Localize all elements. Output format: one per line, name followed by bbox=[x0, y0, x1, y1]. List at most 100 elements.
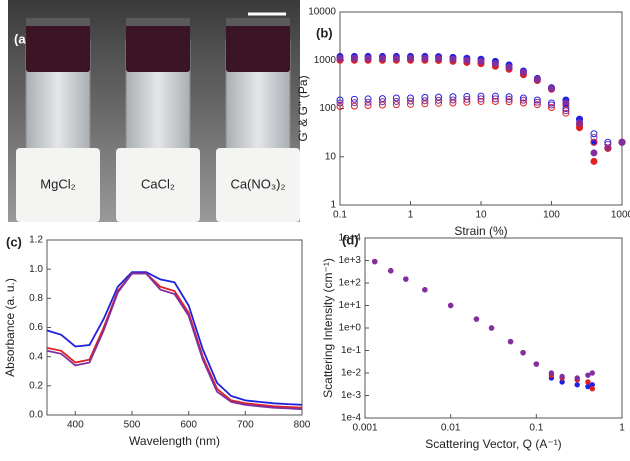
x-tick-label: 0.01 bbox=[441, 423, 461, 434]
data-point bbox=[589, 386, 595, 392]
x-tick-label: 0.1 bbox=[529, 423, 543, 434]
data-point bbox=[491, 60, 499, 68]
x-tick-label: 400 bbox=[67, 420, 84, 431]
data-point bbox=[562, 107, 570, 115]
data-point bbox=[491, 95, 499, 103]
data-point bbox=[473, 316, 480, 322]
data-point bbox=[378, 54, 386, 62]
data-point bbox=[447, 302, 454, 309]
spectrum-line bbox=[46, 271, 303, 406]
y-tick-label: 1e+2 bbox=[338, 278, 361, 289]
data-point bbox=[507, 338, 514, 345]
data-point bbox=[491, 97, 499, 105]
spectrum-line bbox=[46, 272, 303, 411]
y-tick-label: 1000 bbox=[314, 55, 337, 66]
y-tick-label: 1e+1 bbox=[338, 300, 361, 311]
data-point bbox=[463, 98, 471, 106]
plot-frame bbox=[46, 239, 303, 416]
panel-label: (d) bbox=[342, 232, 359, 247]
data-point bbox=[576, 119, 584, 127]
y-tick-label: 1.0 bbox=[29, 264, 43, 275]
x-tick-label: 0.1 bbox=[333, 210, 347, 221]
data-point bbox=[559, 373, 565, 380]
data-point bbox=[463, 95, 471, 103]
data-point bbox=[589, 370, 595, 376]
data-point bbox=[403, 276, 409, 282]
data-point bbox=[590, 138, 598, 146]
data-point bbox=[519, 99, 527, 107]
data-point bbox=[449, 99, 457, 107]
y-tick-label: 1 bbox=[330, 200, 336, 211]
data-point bbox=[350, 95, 358, 103]
x-tick-label: 1000 bbox=[611, 210, 630, 221]
data-point bbox=[407, 100, 414, 108]
data-point bbox=[388, 268, 394, 274]
vial-base bbox=[216, 148, 300, 222]
vial-rim bbox=[126, 18, 190, 26]
y-tick-label: 1e-2 bbox=[341, 368, 361, 379]
data-point bbox=[392, 54, 400, 62]
data-point bbox=[519, 94, 527, 102]
data-point bbox=[364, 98, 372, 106]
data-point bbox=[364, 54, 372, 62]
y-tick-label: 1e+3 bbox=[338, 255, 361, 266]
data-point bbox=[548, 103, 555, 111]
data-point bbox=[590, 134, 598, 142]
x-axis-title: Scattering Vector, Q (A⁻¹) bbox=[425, 437, 561, 451]
data-point bbox=[364, 102, 372, 110]
vial-gel bbox=[26, 22, 90, 72]
x-tick-label: 600 bbox=[180, 420, 197, 431]
data-point bbox=[378, 98, 386, 106]
y-tick-label: 10000 bbox=[308, 7, 336, 18]
y-tick-label: 1.2 bbox=[29, 235, 43, 246]
data-point bbox=[548, 101, 555, 109]
data-point bbox=[519, 96, 527, 104]
data-point bbox=[520, 349, 526, 356]
data-point bbox=[421, 100, 429, 108]
y-tick-label: 1e-3 bbox=[341, 390, 361, 401]
y-axis-title: Scattering Intensity (cm⁻¹) bbox=[321, 258, 335, 398]
data-point bbox=[350, 102, 358, 110]
x-tick-label: 10 bbox=[475, 210, 487, 221]
x-axis-title: Strain (%) bbox=[454, 224, 507, 238]
y-tick-label: 0.8 bbox=[29, 293, 43, 304]
data-point bbox=[533, 98, 541, 106]
data-point bbox=[590, 149, 598, 157]
data-point bbox=[548, 370, 555, 376]
data-point bbox=[585, 372, 591, 378]
data-point bbox=[463, 56, 471, 64]
vial-rim bbox=[26, 18, 90, 26]
data-point bbox=[519, 68, 527, 76]
data-point bbox=[548, 99, 555, 107]
y-tick-label: 0.6 bbox=[29, 322, 43, 333]
data-point bbox=[548, 84, 555, 92]
y-tick-label: 0.0 bbox=[29, 410, 43, 421]
data-point bbox=[435, 54, 443, 62]
x-axis-title: Wavelength (nm) bbox=[129, 434, 220, 448]
data-point bbox=[477, 92, 485, 100]
data-point bbox=[392, 97, 400, 105]
data-point bbox=[336, 103, 344, 111]
x-tick-label: 700 bbox=[237, 420, 254, 431]
data-point bbox=[407, 54, 414, 62]
data-point bbox=[562, 109, 570, 117]
data-point bbox=[421, 97, 429, 105]
data-point bbox=[336, 54, 344, 62]
data-point bbox=[505, 63, 513, 71]
data-point bbox=[477, 97, 485, 105]
data-point bbox=[585, 383, 591, 390]
data-point bbox=[350, 54, 358, 62]
vial-gel bbox=[126, 22, 190, 72]
data-point bbox=[392, 94, 400, 102]
data-point bbox=[533, 101, 541, 109]
data-point bbox=[336, 99, 344, 107]
y-tick-label: 1e-4 bbox=[341, 413, 361, 424]
y-tick-label: 1e+0 bbox=[338, 323, 361, 334]
data-point bbox=[372, 258, 378, 265]
data-point bbox=[574, 382, 580, 388]
x-tick-label: 0.001 bbox=[352, 423, 377, 434]
data-point bbox=[533, 96, 541, 104]
panel-label: (c) bbox=[6, 234, 22, 249]
data-point bbox=[533, 75, 541, 83]
